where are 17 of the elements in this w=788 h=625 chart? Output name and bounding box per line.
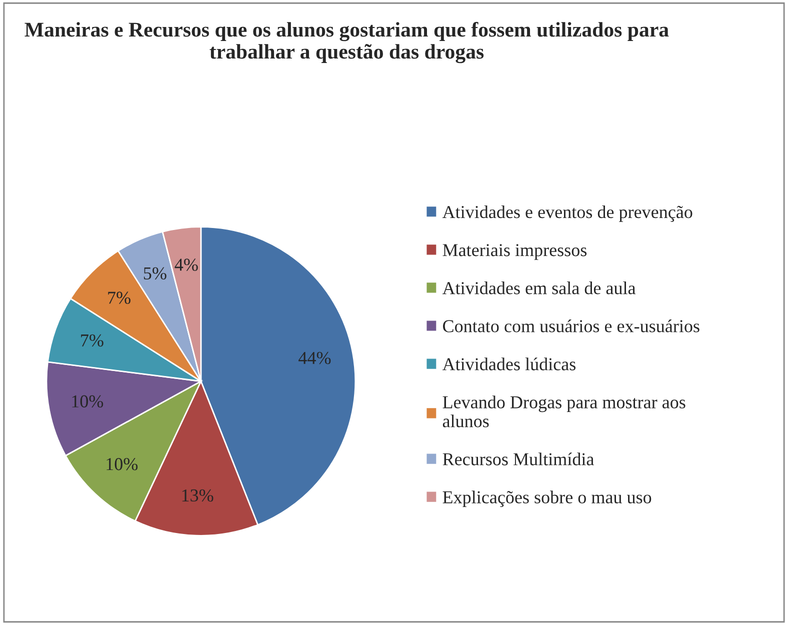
data-label: 44% xyxy=(298,352,331,364)
legend-label: Explicações sobre o mau uso xyxy=(442,490,652,508)
data-label: 4% xyxy=(174,258,198,271)
data-label: 5% xyxy=(144,267,166,280)
legend-label: Contato com usuários e ex-usuários xyxy=(443,320,700,332)
legend-label: Materiais impressos xyxy=(442,244,587,260)
data-label: 13% xyxy=(182,489,214,502)
data-label: 10% xyxy=(72,395,104,408)
data-label: 7% xyxy=(81,334,104,347)
legend-label: Atividades lúdicas xyxy=(442,358,576,370)
data-label: 10% xyxy=(106,458,138,470)
chart-title: Maneiras e Recursos que os alunos gostariam que fossem utilizados para trabalhar a questão das drogas xyxy=(24,22,669,64)
legend-label: Atividades e eventos de prevenção xyxy=(442,205,692,222)
legend-label: Levando Drogas para mostrar aos alunos xyxy=(442,396,686,428)
legend-label: Atividades em sala de aula xyxy=(442,282,636,294)
legend-label: Recursos Multimídia xyxy=(442,452,594,466)
data-label: 7% xyxy=(108,292,130,304)
